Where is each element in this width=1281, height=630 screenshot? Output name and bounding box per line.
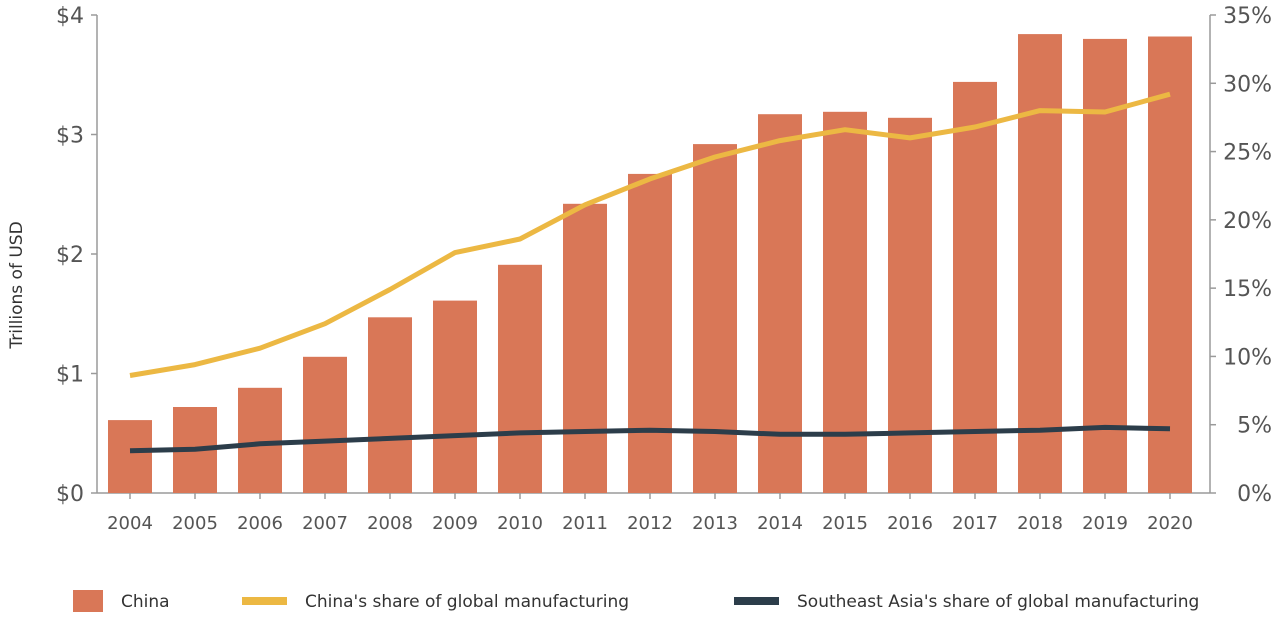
legend-label-sea-share: Southeast Asia's share of global manufac… — [797, 592, 1199, 612]
right-tick-label: 20% — [1223, 209, 1272, 234]
right-tick-label: 0% — [1237, 482, 1272, 507]
legend-swatch-china — [73, 590, 103, 612]
bar-china-2013 — [693, 144, 737, 493]
right-tick-label: 35% — [1223, 4, 1272, 29]
x-tick-label-2011: 2011 — [562, 513, 608, 534]
right-tick-label: 5% — [1237, 414, 1272, 439]
x-tick-label-2018: 2018 — [1017, 513, 1063, 534]
bar-china-2009 — [433, 300, 477, 493]
x-tick-label-2020: 2020 — [1147, 513, 1193, 534]
line-southeast-asia-share — [129, 424, 1171, 454]
x-tick-label-2007: 2007 — [302, 513, 348, 534]
bar-china-2016 — [888, 117, 932, 494]
right-tick-label: 10% — [1223, 345, 1272, 370]
left-tick-label: $0 — [56, 482, 84, 507]
x-tick-label-2012: 2012 — [627, 513, 673, 534]
right-tick-label: 30% — [1223, 72, 1272, 97]
x-tick-label-2016: 2016 — [887, 513, 933, 534]
bar-china-2004 — [108, 420, 152, 493]
x-tick-label-2008: 2008 — [367, 513, 413, 534]
x-tick-label-2014: 2014 — [757, 513, 803, 534]
bar-china-2018 — [1018, 34, 1062, 493]
left-tick-label: $3 — [56, 124, 84, 149]
x-tick-label-2019: 2019 — [1082, 513, 1128, 534]
legend-label-china-share: China's share of global manufacturing — [305, 592, 629, 612]
right-axis-ticks: 0% 5% 10% 15% 20% 25% 30% 35% — [1210, 4, 1272, 507]
bar-china-2015 — [823, 111, 867, 494]
x-tick-label-2004: 2004 — [107, 513, 153, 534]
bar-series-china — [108, 34, 1192, 494]
line-series-group — [129, 91, 1171, 454]
bar-china-2010 — [498, 264, 542, 493]
bar-china-2019 — [1083, 38, 1127, 494]
bar-china-2011 — [563, 203, 607, 494]
x-tick-label-2010: 2010 — [497, 513, 543, 534]
left-axis-ticks: $0 $1 $2 $3 $4 — [56, 4, 97, 507]
legend-swatch-sea-share — [734, 597, 779, 605]
legend-swatch-china-share — [242, 597, 287, 605]
x-tick-label-2005: 2005 — [172, 513, 218, 534]
x-tick-label-2013: 2013 — [692, 513, 738, 534]
x-axis-ticks: 2004 2005 2006 2007 2008 2009 2010 2011 2012 2013… — [107, 493, 1193, 534]
x-tick-label-2017: 2017 — [952, 513, 998, 534]
right-tick-label: 25% — [1223, 141, 1272, 166]
bar-china-2007 — [303, 356, 347, 493]
bar-china-2008 — [368, 317, 412, 493]
left-tick-label: $4 — [56, 4, 84, 29]
legend: China China's share of global manufactur… — [73, 590, 1199, 612]
bar-china-2006 — [238, 387, 282, 493]
left-tick-label: $1 — [56, 363, 84, 388]
bar-china-2017 — [953, 81, 997, 494]
bar-china-2014 — [758, 114, 802, 493]
bar-china-2020 — [1148, 36, 1192, 493]
left-tick-label: $2 — [56, 243, 84, 268]
legend-label-china: China — [121, 592, 170, 612]
bar-china-2012 — [628, 173, 672, 493]
line-china-share — [129, 91, 1171, 378]
x-tick-label-2015: 2015 — [822, 513, 868, 534]
y-axis-label: Trillions of USD — [7, 221, 27, 349]
x-tick-label-2006: 2006 — [237, 513, 283, 534]
right-tick-label: 15% — [1223, 277, 1272, 302]
x-tick-label-2009: 2009 — [432, 513, 478, 534]
